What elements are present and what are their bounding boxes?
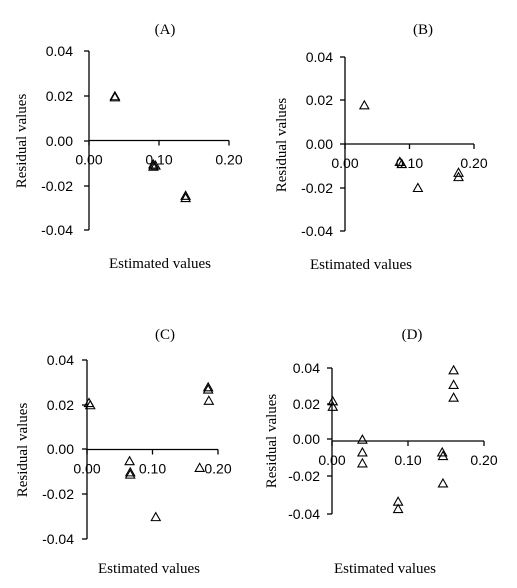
y-tick-label: 0.04 <box>293 360 320 376</box>
y-axis-label: Residual values <box>15 403 31 498</box>
y-tick-label: -0.02 <box>288 468 320 484</box>
panel-title: (D) <box>402 327 423 343</box>
y-tick-label: 0.02 <box>293 396 320 412</box>
y-tick-label: 0.02 <box>306 92 333 108</box>
data-point-triangle <box>147 161 159 171</box>
data-point-triangle <box>150 511 162 522</box>
data-point-triangle <box>412 182 424 193</box>
x-axis-label: Estimated values <box>310 257 412 273</box>
data-point-triangle <box>327 401 339 411</box>
y-axis-label: Residual values <box>274 98 290 193</box>
y-tick-label: -0.04 <box>301 223 333 239</box>
data-point-triangle <box>202 383 214 394</box>
data-point-triangle <box>356 446 368 457</box>
x-axis-label: Estimated values <box>98 561 200 577</box>
panel-a: (A)0.040.020.00-0.02-0.040.00 0.10 0.20Est… <box>14 22 243 272</box>
y-tick-label: -0.04 <box>288 506 320 522</box>
data-point-triangle <box>180 192 192 203</box>
y-tick-label: -0.04 <box>42 531 74 547</box>
x-tick-label: 0.20 <box>470 452 497 468</box>
x-tick-label: 0.00 <box>331 155 358 171</box>
data-point-triangle <box>437 477 449 488</box>
y-tick-label: -0.02 <box>301 180 333 196</box>
x-axis-label: Estimated values <box>334 561 436 577</box>
y-tick-label: 0.04 <box>306 49 333 65</box>
panel-c: (C) 0.04 0.02 0.00 -0.02 -0.04 0.00 0.10 0.20 Est… <box>15 327 232 577</box>
y-tick-label: 0.04 <box>47 352 74 368</box>
y-tick-label: 0.00 <box>46 133 73 149</box>
y-tick-label: -0.04 <box>41 222 73 238</box>
y-tick-label: 0.04 <box>46 43 73 59</box>
y-tick-label: 0.02 <box>47 397 74 413</box>
data-point-triangle <box>109 91 121 102</box>
data-point-triangle <box>202 381 214 392</box>
data-point-triangle <box>396 158 408 169</box>
panel-title: (A) <box>155 22 176 38</box>
data-point-triangle <box>124 466 136 477</box>
y-tick-label: -0.02 <box>41 178 73 194</box>
x-tick-label: 0.20 <box>204 461 231 477</box>
data-point-triangle <box>453 171 464 182</box>
y-tick-label: 0.02 <box>46 88 73 104</box>
x-axis-label: Estimated values <box>109 256 211 272</box>
data-point-triangle <box>448 392 460 402</box>
data-point-triangle <box>448 364 460 375</box>
panel-title: (B) <box>413 22 433 38</box>
x-tick-label: 0.10 <box>396 155 423 171</box>
data-point-triangle <box>194 462 206 472</box>
data-point-triangle <box>448 379 460 389</box>
y-tick-label: 0.00 <box>306 136 333 152</box>
y-axis-label: Residual values <box>264 394 280 489</box>
data-point-triangle <box>437 450 449 461</box>
x-tick-label: 0.00 <box>318 452 345 468</box>
data-point-triangle <box>356 457 368 468</box>
x-tick-label: 0.10 <box>394 452 421 468</box>
data-point-triangle <box>394 156 406 166</box>
data-point-triangle <box>147 158 159 169</box>
data-point-triangle <box>356 434 368 444</box>
y-tick-label: 0.00 <box>293 431 320 447</box>
y-tick-label: -0.02 <box>42 486 74 502</box>
x-tick-label: 0.20 <box>215 152 242 168</box>
x-tick-label: 0.10 <box>139 461 166 477</box>
data-point-triangle <box>436 446 448 457</box>
panel-b: (B) 0.04 0.02 0.00 -0.02 -0.04 0.00 0.10 0.20 Est… <box>274 22 488 273</box>
x-tick-label: 0.00 <box>73 461 100 477</box>
data-point-triangle <box>453 167 464 177</box>
data-point-triangle <box>358 99 370 110</box>
y-axis-label: Residual values <box>14 94 30 189</box>
data-point-triangle <box>150 159 161 170</box>
data-point-triangle <box>392 503 404 514</box>
data-point-triangle <box>124 468 136 479</box>
y-tick-label: 0.00 <box>47 441 74 457</box>
panel-d: (D)0.040.020.00-0.02-0.040.00 0.10 0.20Est… <box>264 327 498 577</box>
x-tick-label: 0.00 <box>75 152 102 168</box>
x-tick-label: 0.20 <box>460 155 487 171</box>
x-tick-label: 0.10 <box>145 152 172 168</box>
data-point-triangle <box>84 399 96 410</box>
data-point-triangle <box>203 395 215 405</box>
data-point-triangle <box>327 395 339 406</box>
panel-title: (C) <box>155 327 175 343</box>
data-point-triangle <box>180 190 192 200</box>
data-point-triangle <box>124 455 136 466</box>
